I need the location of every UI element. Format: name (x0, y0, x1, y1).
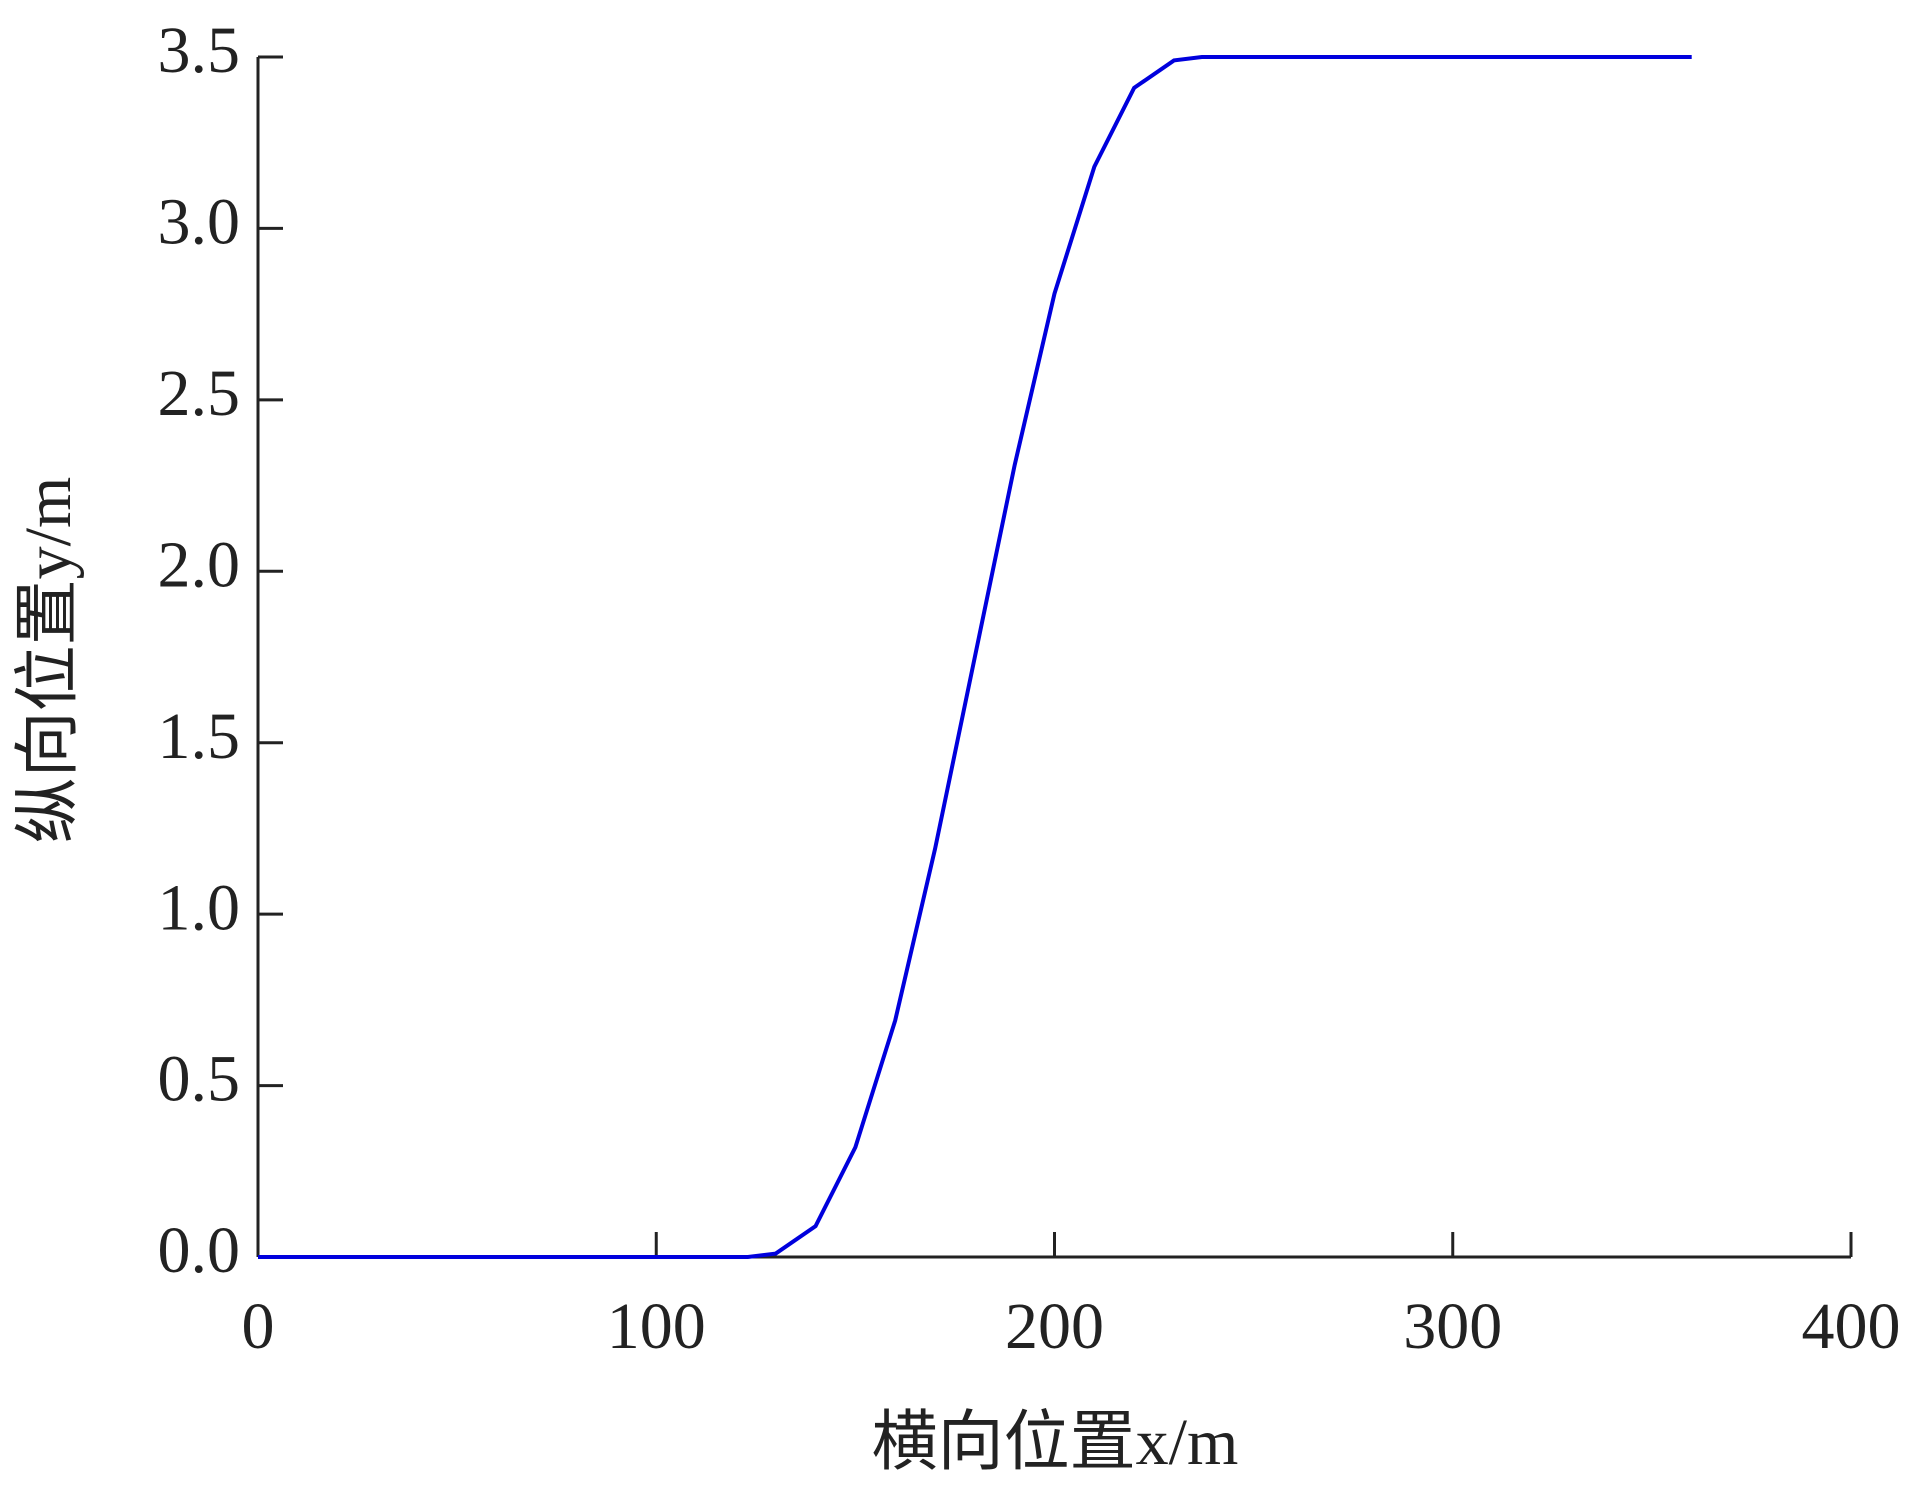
y-tick-label: 2.0 (158, 528, 241, 601)
x-tick-label: 100 (607, 1290, 706, 1363)
y-axis-title: 纵向位置y/m (12, 477, 85, 844)
y-tick-label: 0.0 (158, 1214, 241, 1287)
x-tick-label: 300 (1403, 1290, 1502, 1363)
data-line (258, 55, 1692, 1259)
y-tick-label: 1.5 (158, 700, 241, 773)
x-tick-label: 0 (242, 1290, 275, 1363)
y-tick-label: 3.5 (158, 14, 241, 87)
y-tick-label: 3.0 (158, 186, 241, 259)
x-axis-title: 横向位置x/m (872, 1406, 1239, 1479)
y-tick-label: 2.5 (158, 357, 241, 430)
x-tick-label: 400 (1802, 1290, 1901, 1363)
x-tick-label: 200 (1005, 1290, 1104, 1363)
y-tick-label: 1.0 (158, 871, 241, 944)
y-tick-label: 0.5 (158, 1043, 241, 1116)
